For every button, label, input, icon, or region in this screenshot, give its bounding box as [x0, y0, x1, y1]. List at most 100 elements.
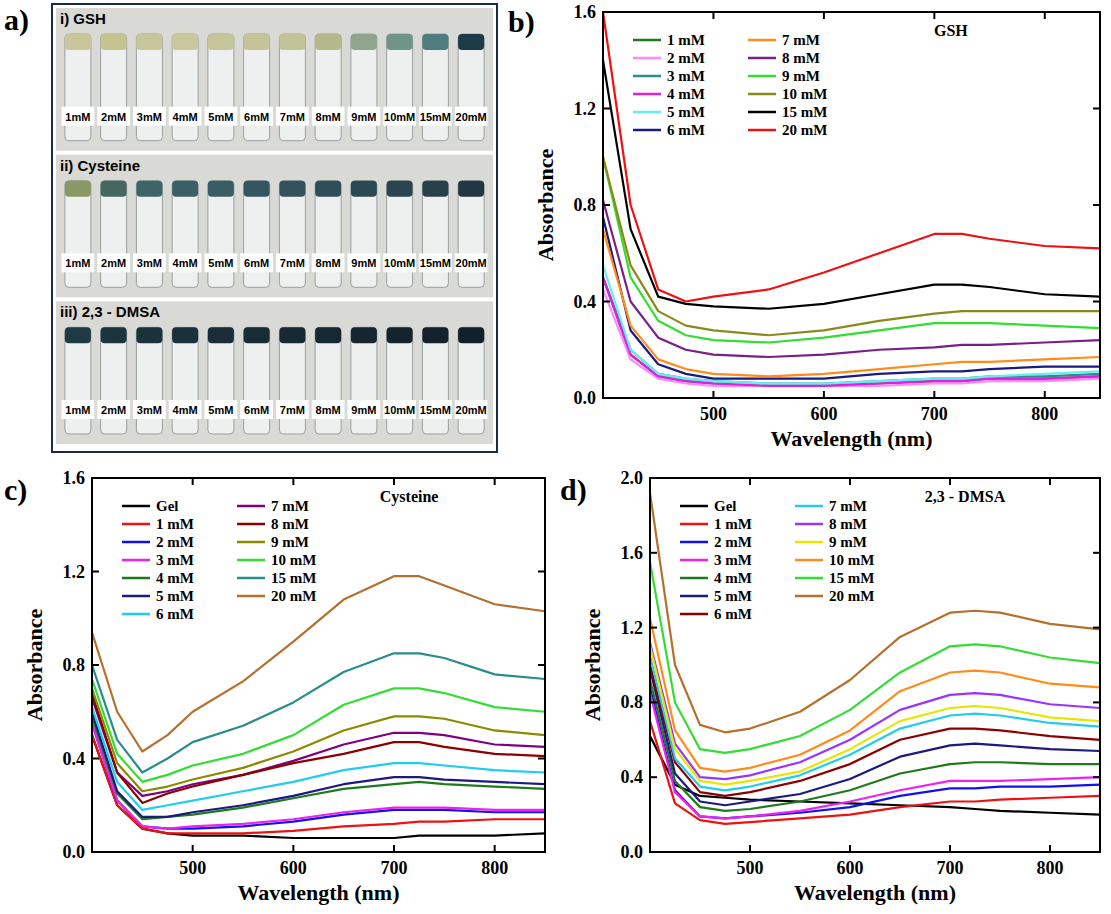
- x-tick-top: [393, 478, 395, 485]
- x-tick-label: 500: [700, 404, 727, 424]
- vial-label: 9mM: [351, 404, 376, 416]
- series-line: [603, 12, 1100, 302]
- vial-label-box: [205, 253, 238, 272]
- vial-gel: [458, 181, 484, 197]
- vial-label-box: [348, 253, 381, 272]
- y-tick-right: [538, 477, 545, 479]
- legend-swatch: [680, 577, 708, 580]
- y-axis-title: Absorbance: [22, 609, 47, 722]
- series-line: [650, 493, 1100, 732]
- vial-label-box: [62, 253, 95, 272]
- plot-frame: [650, 478, 1100, 852]
- y-axis-title: Absorbance: [580, 609, 605, 722]
- y-tick-label: 0.8: [621, 692, 644, 712]
- legend-label: 3 mM: [667, 68, 705, 84]
- x-tick: [749, 845, 751, 852]
- x-tick-top: [1049, 478, 1051, 485]
- y-tick-right: [1093, 301, 1100, 303]
- vial-gel: [172, 327, 198, 343]
- series-line: [603, 157, 1100, 336]
- vial-label: 1mM: [65, 257, 90, 269]
- y-tick-label: 1.6: [621, 543, 644, 563]
- vial-label-box: [169, 107, 202, 126]
- x-tick-label: 600: [837, 858, 864, 878]
- x-tick-top: [1044, 12, 1046, 19]
- vial-label: 1mM: [65, 111, 90, 123]
- vial-label: 6mM: [244, 404, 269, 416]
- y-tick-right: [1093, 552, 1100, 554]
- legend-label: 20 mM: [829, 588, 874, 604]
- legend-label: 6 mM: [667, 122, 705, 138]
- series-line: [92, 698, 545, 796]
- vial-gel: [279, 34, 305, 50]
- vial-label-box: [455, 253, 488, 272]
- y-tick-label: 0.8: [63, 655, 86, 675]
- chart-title: 2,3 - DMSA: [925, 488, 1006, 505]
- legend-label: 15 mM: [271, 570, 316, 586]
- legend-label: Gel: [156, 498, 179, 514]
- legend-swatch: [237, 577, 265, 580]
- legend-label: 20 mM: [271, 588, 316, 604]
- legend-swatch: [122, 613, 150, 616]
- series-line: [650, 669, 1100, 806]
- vial-gel: [208, 327, 234, 343]
- y-tick-right: [1093, 11, 1100, 13]
- x-tick-label: 800: [1037, 858, 1064, 878]
- x-tick-label: 600: [280, 858, 307, 878]
- series-line: [650, 680, 1100, 811]
- legend-label: 2 mM: [714, 534, 752, 550]
- y-tick-label: 1.2: [574, 99, 597, 119]
- vial-gel: [279, 181, 305, 197]
- x-axis-title: Wavelength (nm): [771, 426, 933, 451]
- y-tick-label: 0.4: [574, 292, 597, 312]
- vial-label: 15mM: [420, 111, 451, 123]
- y-tick-label: 0.0: [574, 388, 597, 408]
- legend-swatch: [122, 577, 150, 580]
- y-tick: [92, 851, 99, 853]
- legend-label: 8 mM: [829, 516, 867, 532]
- y-tick: [650, 627, 657, 629]
- vial-label: 5mM: [208, 111, 233, 123]
- vial-label: 8mM: [316, 404, 341, 416]
- vial-gel: [101, 327, 127, 343]
- vial-label-box: [312, 107, 345, 126]
- vial-label-box: [97, 107, 130, 126]
- vial-label: 15mM: [420, 404, 451, 416]
- y-tick-right: [538, 571, 545, 573]
- vial-gel: [351, 181, 377, 197]
- vial-gel: [208, 34, 234, 50]
- legend-label: 4 mM: [714, 570, 752, 586]
- series-line: [603, 157, 1100, 343]
- y-tick: [650, 776, 657, 778]
- legend-label: 7 mM: [271, 498, 309, 514]
- vial-label: 1mM: [65, 404, 90, 416]
- vial-label: 10mM: [384, 111, 415, 123]
- y-tick-right: [1093, 701, 1100, 703]
- vial-label-box: [62, 107, 95, 126]
- vial-label-box: [383, 400, 416, 419]
- x-tick: [712, 391, 714, 398]
- vial-label-box: [455, 107, 488, 126]
- legend-swatch: [633, 111, 661, 114]
- x-tick: [1044, 391, 1046, 398]
- x-tick: [1049, 845, 1051, 852]
- series-line: [92, 693, 545, 803]
- y-tick: [92, 477, 99, 479]
- vial-gel: [387, 327, 413, 343]
- figure: a)i) GSH1mM2mM3mM4mM5mM6mM7mM8mM9mM10mM1…: [0, 0, 1111, 914]
- legend-label: 9 mM: [782, 68, 820, 84]
- legend-swatch: [795, 541, 823, 544]
- legend-swatch: [795, 505, 823, 508]
- series-line: [650, 646, 1100, 784]
- x-tick: [292, 845, 294, 852]
- vial-label-box: [419, 253, 452, 272]
- vial-label-box: [240, 253, 273, 272]
- vial-label: 4mM: [173, 111, 198, 123]
- legend-label: 6 mM: [714, 606, 752, 622]
- y-tick-right: [1093, 204, 1100, 206]
- legend-swatch: [633, 57, 661, 60]
- series-line: [650, 721, 1100, 824]
- vial-label: 5mM: [208, 404, 233, 416]
- legend-label: 2 mM: [156, 534, 194, 550]
- vial-gel: [458, 327, 484, 343]
